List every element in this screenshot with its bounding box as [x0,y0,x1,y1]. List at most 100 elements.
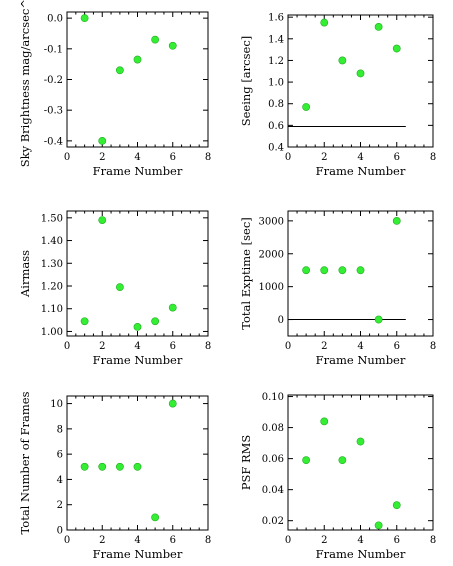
y-tick-label: 2 [57,500,63,511]
x-axis-title: Frame Number [93,547,183,561]
y-tick-label: 1.0 [268,78,284,89]
y-tick-label: 1.50 [41,213,63,224]
data-point [115,283,124,292]
x-axis-title: Frame Number [316,547,406,561]
y-tick-label: 1.6 [268,13,284,24]
y-tick-label: 1.00 [41,327,63,338]
chart-panel-1: 0 2 4 6 8 0.0 -0.1 -0.2 -0.3 -0.4 Frame Number Sky … [18,0,211,178]
y-tick-label: 1.20 [41,282,63,293]
data-point [338,56,347,65]
data-point [115,462,124,471]
data-point [133,323,142,331]
y-tick-label: -0.2 [44,75,63,86]
data-point [320,18,329,27]
y-tick-label: 1.40 [41,236,63,247]
data-point [151,513,160,522]
y-tick-label: -0.4 [44,136,63,147]
x-tick-label: 6 [394,535,400,546]
y-tick-label: 0.08 [262,423,284,434]
data-point [302,266,311,275]
plot-frame [66,11,209,148]
x-tick-label: 8 [430,341,436,352]
data-point [98,462,107,471]
x-axis-title: Frame Number [93,353,183,367]
x-tick-label: 0 [285,341,291,352]
y-axis-title: PSF RMS [239,435,253,491]
y-tick-label: 1000 [259,282,284,293]
x-tick-label: 2 [99,535,105,546]
x-tick-label: 4 [134,152,140,163]
chart-panel-4: 0 2 4 6 8 0 1000 2000 3000 Frame Number Total Expt… [239,210,436,367]
y-tick-label: 6 [57,450,63,461]
y-tick-label: -0.3 [44,106,63,117]
data-point [338,456,347,465]
x-tick-label: 4 [357,341,363,352]
x-tick-label: 0 [64,341,70,352]
plot-frame [287,394,434,531]
data-point [115,66,124,75]
y-tick-label: 1.2 [268,56,284,67]
x-tick-label: 4 [357,535,363,546]
data-point [168,399,177,408]
y-axis-title: Sky Brightness mag/arcsec^2 [18,0,32,167]
x-tick-label: 8 [430,152,436,163]
y-tick-label: 2000 [259,249,284,260]
x-tick-label: 0 [64,152,70,163]
x-tick-label: 8 [430,535,436,546]
y-tick-label: 0.8 [268,99,284,110]
data-point [356,437,365,446]
data-point [168,41,177,50]
y-tick-label: 4 [57,475,63,486]
y-tick-label: 0 [278,315,284,326]
x-tick-label: 8 [205,152,211,163]
data-point [320,266,329,275]
x-tick-label: 2 [99,152,105,163]
y-axis-title: Total Number of Frames [18,391,32,534]
data-point [374,23,383,31]
y-tick-label: 0.0 [47,14,63,25]
data-point [392,501,401,510]
data-point [374,521,383,530]
data-point [302,456,311,465]
y-tick-label: 0.10 [262,392,284,403]
y-tick-label: -0.1 [44,44,63,55]
y-axis-title: Seeing [arcsec] [239,36,253,127]
x-tick-label: 6 [394,152,400,163]
x-tick-label: 2 [321,535,327,546]
data-point [80,14,89,23]
y-tick-label: 10 [50,399,63,410]
y-tick-label: 1.10 [41,304,63,315]
data-point [151,35,160,44]
y-tick-label: 1.4 [268,34,284,45]
data-point [80,317,89,326]
x-tick-label: 4 [134,341,140,352]
y-axis-title: Airmass [18,250,32,298]
x-tick-label: 6 [170,341,176,352]
x-tick-label: 0 [285,152,291,163]
x-axis-title: Frame Number [316,353,406,367]
y-tick-label: 0.04 [262,485,284,496]
x-tick-label: 4 [134,535,140,546]
x-tick-label: 2 [99,341,105,352]
data-point [392,216,401,225]
data-point [338,266,347,275]
data-point [302,103,311,111]
y-axis-title: Total Exptime [sec] [239,217,253,330]
y-tick-label: 0.6 [268,121,284,132]
chart-panel-2: 0 2 4 6 8 0.4 0.6 0.8 1.0 1.2 1.4 1.6 Frame Number Se… [239,13,436,178]
data-point [392,44,401,53]
y-tick-label: 8 [57,424,63,435]
data-point [356,69,365,78]
x-tick-label: 6 [170,152,176,163]
x-tick-label: 4 [357,152,363,163]
x-tick-label: 0 [285,535,291,546]
plot-frame [287,14,434,148]
x-axis-title: Frame Number [93,164,183,178]
x-tick-label: 6 [170,535,176,546]
y-tick-label: 0.4 [268,143,284,154]
chart-panel-3: 0 2 4 6 8 1.00 1.10 1.20 1.30 1.40 1.50 Frame Numbe… [18,210,211,367]
data-point [356,266,365,275]
data-point [320,417,329,426]
y-tick-label: 0.06 [262,454,284,465]
